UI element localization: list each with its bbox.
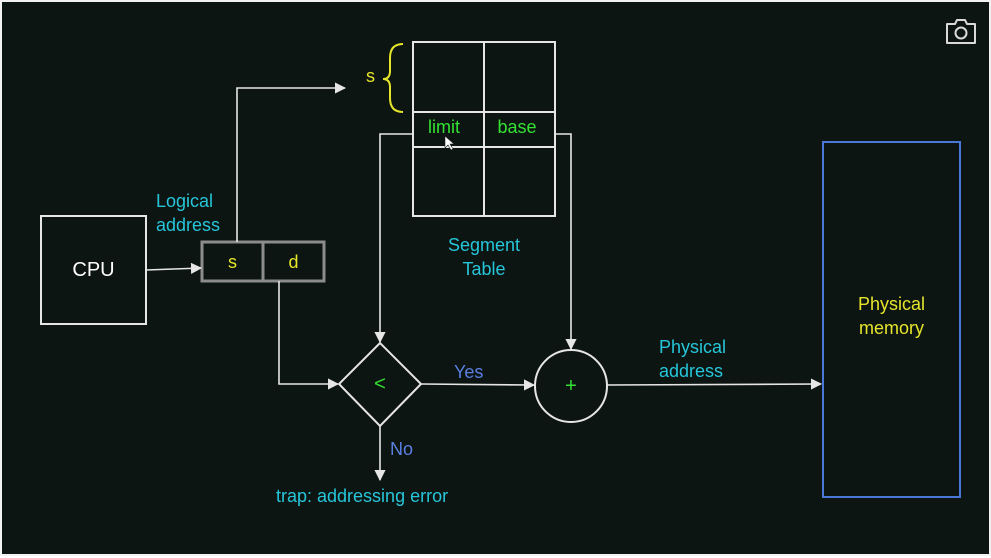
arrow-limit-to-comparator (374, 133, 413, 344)
arrow-d-to-comparator (278, 281, 340, 390)
base-label: base (497, 117, 537, 137)
limit-label: limit (428, 117, 460, 137)
comparator-symbol: < (374, 373, 386, 395)
arrow-adder-to-memory (606, 378, 823, 390)
register-d-label: d (288, 252, 299, 272)
segment-table-caption: Segment Table (447, 235, 521, 279)
segment-brace (382, 43, 404, 113)
arrow-s-to-table (236, 82, 347, 242)
adder-symbol: + (565, 375, 577, 397)
no-label: No (390, 439, 414, 459)
physical-address-label: Physical address (659, 337, 727, 381)
arrow-yes-to-adder (420, 379, 536, 391)
register-s-label: s (228, 252, 237, 272)
arrow-base-to-adder (555, 133, 577, 351)
segment-table-grid (412, 41, 556, 217)
trap-label: trap: addressing error (276, 486, 449, 506)
brace-s-label: s (366, 66, 375, 86)
physical-memory-box (822, 141, 961, 498)
cpu-label: CPU (72, 259, 115, 281)
yes-label: Yes (454, 362, 484, 382)
camera-icon[interactable] (944, 16, 978, 46)
arrow-cpu-to-register (145, 262, 203, 274)
physical-memory-label: Physical memory (857, 294, 926, 338)
mouse-cursor (444, 135, 455, 151)
logical-address-label: Logical address (156, 191, 221, 235)
